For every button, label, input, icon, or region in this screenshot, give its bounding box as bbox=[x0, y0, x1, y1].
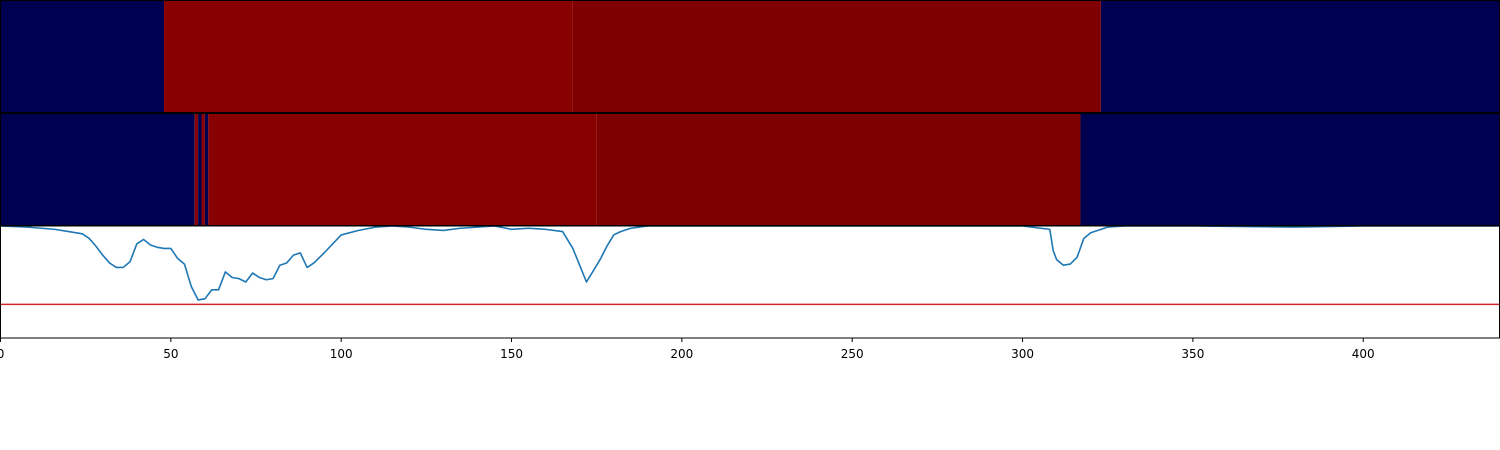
middle-strip-segment-4 bbox=[204, 113, 209, 226]
top-strip-segment-1 bbox=[164, 0, 573, 113]
middle-strip-panel bbox=[0, 113, 1500, 226]
x-tick-label-250: 250 bbox=[841, 347, 864, 361]
top-strip-segment-2 bbox=[572, 0, 1101, 113]
x-tick-label-100: 100 bbox=[330, 347, 353, 361]
top-strip-segment-0 bbox=[0, 0, 165, 113]
x-tick-label-200: 200 bbox=[670, 347, 693, 361]
score-plot-panel bbox=[0, 226, 1500, 306]
score-plot-area bbox=[0, 226, 1500, 306]
x-tick-label-0: 0 bbox=[0, 347, 4, 361]
score-series-line-0 bbox=[0, 226, 1500, 301]
middle-strip-segment-1 bbox=[194, 113, 199, 226]
middle-strip-segment-7 bbox=[1080, 113, 1500, 226]
x-tick-label-50: 50 bbox=[163, 347, 178, 361]
top-strip-panel bbox=[0, 0, 1500, 113]
middle-strip-segment-3 bbox=[201, 113, 205, 226]
middle-strip-segment-2 bbox=[198, 113, 202, 226]
x-axis: 0 50 100 150 200 250 300 350 400 bbox=[0, 338, 1375, 361]
middle-strip-segment-5 bbox=[208, 113, 597, 226]
x-tick-label-400: 400 bbox=[1352, 347, 1375, 361]
x-tick-label-300: 300 bbox=[1011, 347, 1034, 361]
middle-strip-segment-0 bbox=[0, 113, 195, 226]
x-tick-label-350: 350 bbox=[1181, 347, 1204, 361]
x-tick-label-150: 150 bbox=[500, 347, 523, 361]
top-strip-segment-3 bbox=[1100, 0, 1500, 113]
middle-strip-segment-6 bbox=[596, 113, 1081, 226]
